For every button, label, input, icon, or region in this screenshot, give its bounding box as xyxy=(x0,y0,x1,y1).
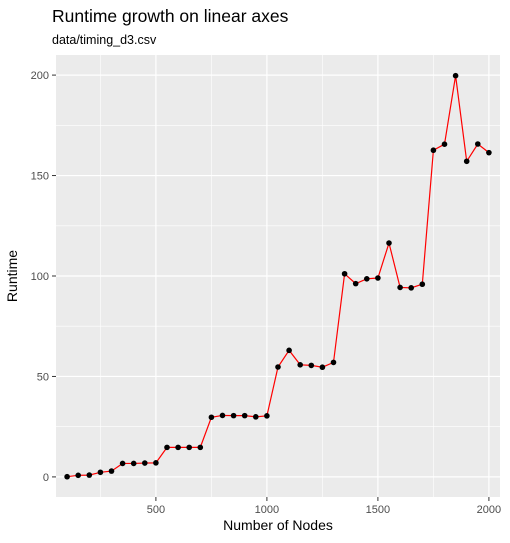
data-point xyxy=(352,280,359,287)
data-point xyxy=(253,414,259,420)
data-point xyxy=(230,412,237,419)
data-point xyxy=(297,362,304,368)
x-tick-label: 2000 xyxy=(477,504,501,516)
data-point xyxy=(319,364,326,371)
data-point xyxy=(275,364,281,370)
data-point xyxy=(475,141,481,147)
data-point xyxy=(241,412,248,419)
data-point xyxy=(308,362,315,369)
data-point xyxy=(441,141,448,148)
y-axis-label: Runtime xyxy=(4,250,20,302)
data-point xyxy=(142,460,148,466)
y-tick-label: 50 xyxy=(37,371,49,383)
data-point xyxy=(264,413,270,419)
data-point xyxy=(164,444,170,451)
x-tick-label: 500 xyxy=(147,504,165,516)
x-tick-label: 1500 xyxy=(366,504,390,516)
data-point xyxy=(64,473,70,480)
y-tick-label: 0 xyxy=(43,472,49,484)
data-point xyxy=(75,472,81,479)
y-tick-label: 100 xyxy=(31,271,49,283)
data-point xyxy=(208,414,215,421)
data-point xyxy=(364,276,370,282)
data-point xyxy=(219,412,226,419)
data-point xyxy=(386,240,392,246)
data-point xyxy=(153,460,159,466)
data-point xyxy=(375,275,381,281)
data-point xyxy=(175,444,181,451)
data-point xyxy=(397,284,403,291)
data-point xyxy=(119,460,126,467)
data-point xyxy=(197,444,204,451)
x-tick-label: 1000 xyxy=(255,504,279,516)
data-point xyxy=(419,281,426,288)
data-point xyxy=(108,468,115,474)
y-tick-label: 150 xyxy=(31,171,49,183)
data-point xyxy=(486,149,492,156)
data-point xyxy=(86,472,93,478)
data-point xyxy=(341,270,348,277)
data-point xyxy=(452,72,459,79)
data-point xyxy=(130,460,137,467)
data-point xyxy=(463,158,470,165)
x-axis-label: Number of Nodes xyxy=(223,517,333,533)
chart-title: Runtime growth on linear axes xyxy=(52,6,289,26)
series-layer xyxy=(64,72,492,480)
data-point xyxy=(330,359,337,366)
data-point xyxy=(430,147,437,154)
axis-layer: 500 1000 1500 2000 0 50 100 150 200 xyxy=(31,70,502,516)
data-point xyxy=(186,444,192,451)
data-point xyxy=(97,469,104,476)
data-point xyxy=(408,285,415,291)
data-point xyxy=(286,347,292,354)
y-tick-label: 200 xyxy=(31,70,49,82)
chart-subtitle: data/timing_d3.csv xyxy=(52,33,157,47)
